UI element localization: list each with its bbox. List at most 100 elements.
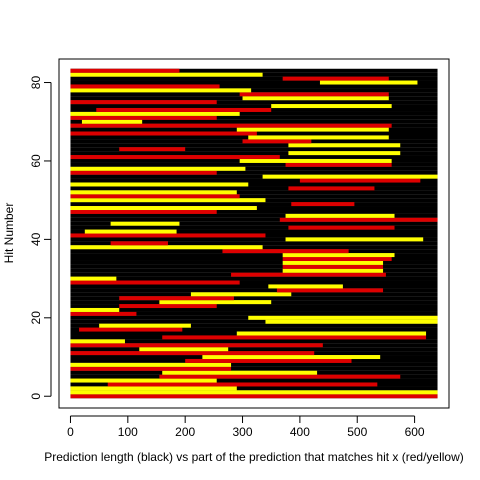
x-tick-label: 100 (118, 425, 138, 439)
match-segment (119, 296, 234, 301)
match-segment (70, 366, 232, 371)
segments-layer (70, 68, 438, 399)
match-segment (276, 288, 384, 293)
match-segment (70, 362, 232, 367)
prediction-bar (70, 100, 438, 105)
match-segment (81, 119, 143, 124)
match-segment (70, 194, 240, 199)
prediction-bar (70, 213, 438, 218)
prediction-bar (70, 225, 438, 230)
match-segment (291, 202, 355, 207)
match-segment (70, 72, 263, 77)
match-segment (70, 182, 249, 187)
match-segment (70, 198, 266, 203)
match-segment (282, 256, 392, 261)
match-segment (185, 358, 352, 363)
prediction-bar (70, 147, 438, 152)
y-tick-label: 0 (29, 393, 43, 400)
prediction-bar (70, 307, 438, 312)
match-segment (285, 237, 424, 242)
match-segment (288, 225, 395, 230)
prediction-bar (70, 280, 438, 285)
match-segment (79, 327, 183, 332)
prediction-bar (70, 111, 438, 116)
x-tick-label: 300 (233, 425, 253, 439)
prediction-bar (70, 221, 438, 226)
match-segment (70, 206, 257, 211)
match-segment (282, 268, 384, 273)
match-segment (70, 209, 217, 214)
x-tick-label: 200 (175, 425, 195, 439)
prediction-bar (70, 170, 438, 175)
match-segment (70, 115, 217, 120)
prediction-bar (70, 178, 438, 183)
match-segment (70, 394, 438, 399)
match-segment (288, 186, 375, 191)
match-segment (265, 319, 438, 324)
x-axis-title: Prediction length (black) vs part of the… (44, 450, 464, 464)
prediction-bar (70, 209, 438, 214)
prediction-bar (70, 347, 438, 352)
prediction-bar (70, 366, 438, 371)
match-segment (285, 162, 392, 167)
match-segment (222, 249, 349, 254)
prediction-bar (70, 143, 438, 148)
match-segment (70, 233, 266, 238)
prediction-bar (70, 237, 438, 242)
prediction-bar (70, 217, 438, 222)
match-segment (285, 213, 395, 218)
prediction-bar (70, 115, 438, 120)
match-segment (70, 343, 323, 348)
match-segment (70, 311, 137, 316)
match-segment (70, 339, 125, 344)
match-segment (96, 107, 272, 112)
match-segment (231, 272, 386, 277)
match-segment (110, 241, 168, 246)
match-segment (70, 111, 240, 116)
match-segment (70, 351, 315, 356)
match-segment (70, 390, 438, 395)
prediction-bar (70, 378, 438, 383)
match-segment (70, 245, 263, 250)
match-segment (279, 217, 438, 222)
match-segment (282, 76, 389, 81)
plot-frame (58, 58, 450, 409)
match-segment (282, 260, 384, 265)
prediction-bar (70, 268, 438, 273)
match-segment (242, 96, 389, 101)
match-segment (288, 151, 401, 156)
prediction-bar (70, 174, 438, 179)
prediction-bar (70, 386, 438, 391)
match-segment (139, 347, 229, 352)
match-segment (70, 166, 246, 171)
prediction-bar (70, 84, 438, 89)
match-segment (282, 253, 395, 258)
match-segment (110, 221, 180, 226)
y-tick-label: 60 (29, 154, 43, 168)
match-segment (271, 104, 392, 109)
prediction-bar (70, 166, 438, 171)
y-axis-title: Hit Number (2, 203, 16, 264)
prediction-bar (70, 151, 438, 156)
match-segment (159, 300, 272, 305)
match-segment (239, 158, 392, 163)
prediction-bar (70, 190, 438, 195)
y-tick-label: 20 (29, 311, 43, 325)
match-segment (162, 335, 427, 340)
match-segment (282, 264, 384, 269)
match-segment (70, 190, 237, 195)
match-segment (162, 370, 318, 375)
prediction-bar (70, 256, 438, 261)
match-segment (248, 135, 389, 140)
match-segment (119, 147, 186, 152)
match-segment (268, 284, 343, 289)
prediction-bar (70, 88, 438, 93)
prediction-bar (70, 80, 438, 85)
prediction-bar (70, 311, 438, 316)
prediction-bar (70, 323, 438, 328)
x-tick-label: 500 (347, 425, 367, 439)
prediction-bar (70, 276, 438, 281)
prediction-bar (70, 229, 438, 234)
match-segment (70, 276, 117, 281)
